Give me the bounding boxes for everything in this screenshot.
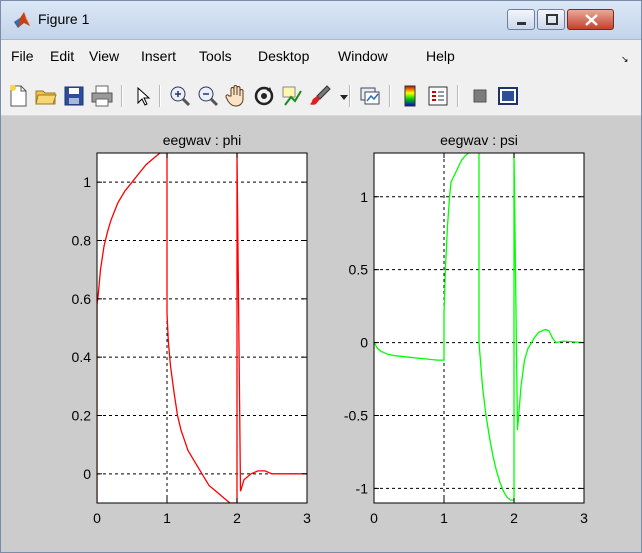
open-file-icon (35, 90, 57, 105)
y-tick-label: 0.4 (72, 349, 92, 365)
legend-icon (428, 86, 448, 106)
zoom-out-button[interactable] (195, 83, 221, 109)
brush-icon (310, 85, 331, 105)
y-tick-label: -1 (356, 480, 369, 496)
toolbar-separator (121, 85, 123, 107)
maximize-icon (546, 14, 558, 25)
menu-file[interactable]: File (11, 48, 34, 64)
y-tick-label: -0.5 (344, 408, 368, 424)
figure-plots[interactable]: 0 1 2 3 0 0.2 0.4 0.6 0.8 1 eegwav : phi 0 1 2 3 -1 -0.5… (1, 116, 641, 552)
y-tick-label: 1 (83, 174, 91, 190)
figure-toolbar (1, 77, 641, 116)
maximize-button[interactable] (537, 9, 565, 30)
series-line (374, 153, 584, 501)
x-tick-label: 2 (510, 510, 518, 526)
print-icon (91, 85, 113, 107)
menu-bar: File Edit View Insert Tools Desktop Wind… (1, 40, 641, 76)
show-plot-tools-icon (498, 87, 518, 105)
print-button[interactable] (89, 83, 115, 109)
menu-insert[interactable]: Insert (141, 48, 177, 64)
insert-legend-button[interactable] (425, 83, 451, 109)
link-plot-icon (360, 87, 380, 105)
menu-desktop[interactable]: Desktop (258, 48, 310, 64)
y-tick-label: 0 (83, 466, 91, 482)
show-plot-tools-button[interactable] (495, 83, 521, 109)
title-bar[interactable]: Figure 1 (1, 1, 641, 40)
pan-button[interactable] (223, 83, 249, 109)
menu-overflow-icon[interactable]: ↘ (621, 54, 629, 64)
y-tick-label: 0.2 (72, 408, 92, 424)
x-tick-label: 3 (303, 510, 311, 526)
series-line (97, 153, 307, 503)
open-file-button[interactable] (33, 83, 59, 109)
hide-plot-tools-button[interactable] (467, 83, 493, 109)
x-tick-label: 0 (370, 510, 378, 526)
zoom-out-icon (198, 86, 219, 107)
x-tick-label: 0 (93, 510, 101, 526)
x-tick-label: 2 (233, 510, 241, 526)
y-tick-label: 0.6 (72, 291, 92, 307)
link-plot-button[interactable] (357, 83, 383, 109)
dropdown-arrow-icon (340, 95, 348, 100)
toolbar-separator (389, 85, 391, 107)
figure-canvas[interactable]: 0 1 2 3 0 0.2 0.4 0.6 0.8 1 eegwav : phi 0 1 2 3 -1 -0.5… (1, 116, 641, 552)
toolbar-separator (457, 85, 459, 107)
close-button[interactable] (567, 9, 614, 30)
menu-edit[interactable]: Edit (50, 48, 75, 64)
data-cursor-button[interactable] (279, 83, 305, 109)
y-tick-label: 0.8 (72, 233, 92, 249)
data-cursor-icon (282, 86, 302, 106)
pointer-icon (137, 86, 151, 106)
new-figure-icon (10, 85, 27, 107)
menu-tools[interactable]: Tools (199, 48, 232, 64)
hide-plot-tools-icon (473, 89, 487, 103)
pointer-button[interactable] (129, 83, 155, 109)
minimize-button[interactable] (507, 9, 535, 30)
menu-help[interactable]: Help (426, 48, 455, 64)
zoom-in-button[interactable] (167, 83, 193, 109)
axes-title: eegwav : psi (440, 132, 518, 148)
brush-dropdown-button[interactable] (331, 83, 348, 109)
insert-colorbar-button[interactable] (397, 83, 423, 109)
axes-title: eegwav : phi (163, 132, 242, 148)
matlab-logo-icon (14, 12, 30, 28)
menu-window[interactable]: Window (338, 48, 388, 64)
save-button[interactable] (61, 83, 87, 109)
axes-1[interactable]: 0 1 2 3 0 0.2 0.4 0.6 0.8 1 eegwav : phi (72, 132, 312, 526)
y-tick-label: 1 (360, 189, 368, 205)
y-tick-label: 0 (360, 335, 368, 351)
x-tick-label: 3 (580, 510, 588, 526)
window-title: Figure 1 (38, 11, 90, 27)
zoom-in-icon (170, 86, 191, 107)
new-figure-button[interactable] (5, 83, 31, 109)
y-tick-label: 0.5 (349, 262, 369, 278)
toolbar-separator (159, 85, 161, 107)
x-tick-label: 1 (163, 510, 171, 526)
rotate-3d-icon (254, 86, 274, 106)
save-icon (64, 86, 84, 106)
plot-background (97, 153, 307, 503)
axes-box (373, 152, 585, 504)
axes-2[interactable]: 0 1 2 3 -1 -0.5 0 0.5 1 eegwav : psi (344, 132, 588, 526)
close-icon (585, 14, 598, 26)
toolbar-separator (349, 85, 351, 107)
brush-button[interactable] (307, 83, 333, 109)
colorbar-icon (404, 85, 416, 107)
menu-view[interactable]: View (89, 48, 120, 64)
x-tick-label: 1 (440, 510, 448, 526)
rotate-3d-button[interactable] (251, 83, 277, 109)
pan-hand-icon (225, 85, 244, 107)
minimize-icon (517, 22, 526, 25)
axes-box (96, 152, 308, 504)
